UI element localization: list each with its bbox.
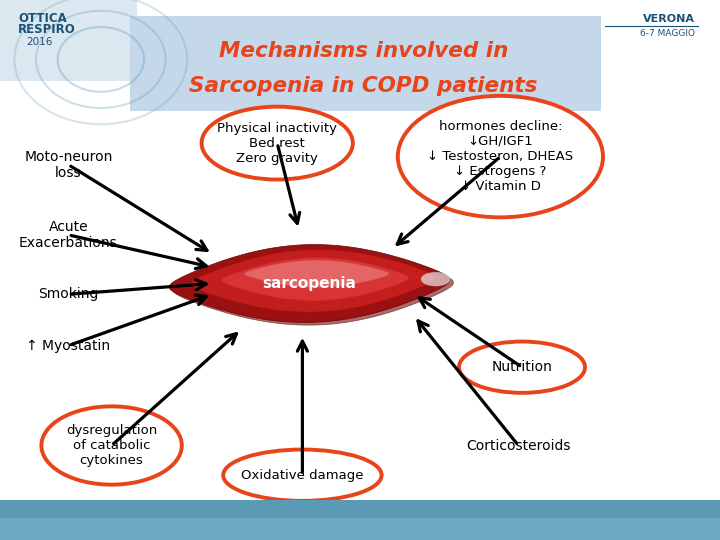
Ellipse shape	[223, 449, 382, 501]
Text: ↑ Myostatin: ↑ Myostatin	[27, 339, 110, 353]
Bar	[0, 0, 137, 81]
Ellipse shape	[421, 272, 450, 286]
Ellipse shape	[202, 107, 353, 179]
Bar	[0, 518, 720, 540]
Text: Corticosteroids: Corticosteroids	[466, 438, 571, 453]
FancyBboxPatch shape	[130, 16, 601, 111]
Text: Sarcopenia in COPD patients: Sarcopenia in COPD patients	[189, 76, 538, 97]
Bar	[0, 500, 720, 540]
Polygon shape	[222, 258, 409, 301]
Polygon shape	[245, 260, 389, 287]
Ellipse shape	[459, 341, 585, 393]
Text: OTTICA: OTTICA	[18, 12, 67, 25]
Text: Oxidative damage: Oxidative damage	[241, 469, 364, 482]
Text: hormones decline:
↓GH/IGF1
↓ Testosteron, DHEAS
↓ Estrogens ?
↓ Vitamin D: hormones decline: ↓GH/IGF1 ↓ Testosteron…	[428, 120, 573, 193]
Ellipse shape	[397, 96, 603, 217]
Text: Physical inactivity
Bed rest
Zero gravity: Physical inactivity Bed rest Zero gravit…	[217, 122, 337, 165]
Text: VERONA: VERONA	[643, 14, 695, 24]
Polygon shape	[173, 247, 454, 325]
Polygon shape	[191, 249, 436, 312]
Polygon shape	[169, 245, 450, 322]
Text: 2016: 2016	[27, 37, 53, 47]
Ellipse shape	[41, 406, 181, 485]
Text: Moto-neuron
loss: Moto-neuron loss	[24, 150, 112, 180]
Text: 6-7 MAGGIO: 6-7 MAGGIO	[640, 29, 695, 38]
Text: sarcopenia: sarcopenia	[263, 276, 356, 291]
Text: Mechanisms involved in: Mechanisms involved in	[219, 41, 508, 62]
Text: Nutrition: Nutrition	[492, 360, 552, 374]
Text: dysregulation
of catabolic
cytokines: dysregulation of catabolic cytokines	[66, 424, 157, 467]
Text: Smoking: Smoking	[38, 287, 99, 301]
Text: Acute
Exacerbations: Acute Exacerbations	[19, 220, 118, 250]
Text: RESPIRO: RESPIRO	[18, 23, 76, 36]
